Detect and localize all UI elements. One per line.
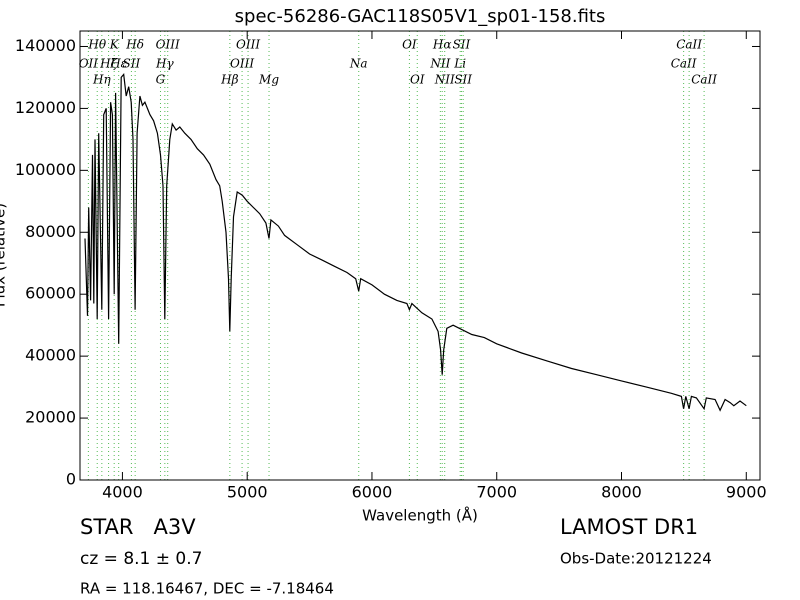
object-class: STAR A3V [80, 515, 196, 539]
spectral-line-label: OII [79, 57, 99, 71]
spectral-line-label: NII [434, 73, 455, 87]
spectral-line-label: G [156, 73, 166, 87]
x-tick-label: 9000 [726, 483, 767, 502]
obs-date: Obs-Date:20121224 [560, 550, 712, 568]
spectral-line-label: Hβ [220, 73, 238, 87]
chart-title: spec-56286-GAC118S05V1_sp01-158.fits [235, 6, 606, 27]
spectral-line-label: Hε [109, 57, 127, 71]
spectral-line-label: Mg [258, 73, 279, 87]
y-axis-label: Flux (relative) [0, 203, 9, 307]
x-tick-label: 4000 [102, 483, 143, 502]
y-tick-label: 20000 [25, 408, 76, 427]
spectral-line-label: SII [123, 57, 141, 71]
spectral-line-label: Hγ [155, 57, 174, 71]
y-tick-label: 100000 [15, 160, 76, 179]
spectral-line-label: OIII [236, 38, 260, 52]
y-tick-label: 120000 [15, 98, 76, 117]
spectral-line-label: Hη [92, 73, 111, 87]
x-tick-label: 5000 [227, 483, 268, 502]
y-tick-label: 0 [66, 470, 76, 489]
y-tick-label: 60000 [25, 284, 76, 303]
y-tick-label: 140000 [15, 36, 76, 55]
y-tick-label: 40000 [25, 346, 76, 365]
y-tick-label: 80000 [25, 222, 76, 241]
spectral-line-label: Na [349, 57, 368, 71]
spectral-line-label: OIII [156, 38, 180, 52]
spectral-line-label: Hθ [87, 38, 106, 52]
x-tick-label: 7000 [476, 483, 517, 502]
spectral-line-label: SII [453, 38, 471, 52]
coordinates: RA = 118.16467, DEC = -7.18464 [80, 580, 334, 598]
spectral-line-label: NII [429, 57, 450, 71]
spectral-line-label: Hα [432, 38, 452, 52]
plot-frame [79, 30, 761, 481]
x-tick-label: 8000 [601, 483, 642, 502]
spectral-line-label: OI [410, 73, 425, 87]
spectral-line-label: CaII [671, 57, 697, 71]
survey: LAMOST DR1 [560, 515, 698, 539]
spectral-line-label: CaII [691, 73, 717, 87]
spectral-line-label: SII [454, 73, 472, 87]
spectral-line-label: OI [402, 38, 417, 52]
x-axis-label: Wavelength (Å) [362, 506, 478, 525]
spectral-line-label: K [109, 38, 120, 52]
spectral-line-label: CaII [676, 38, 702, 52]
spectrum-line [84, 72, 747, 412]
spectral-line-label: Hζ [99, 57, 118, 71]
x-tick-label: 6000 [352, 483, 393, 502]
redshift: cz = 8.1 ± 0.7 [80, 549, 202, 569]
spectral-line-label: Li [453, 57, 466, 71]
spectral-line-label: OIII [230, 57, 254, 71]
spectral-line-label: Hδ [125, 38, 144, 52]
